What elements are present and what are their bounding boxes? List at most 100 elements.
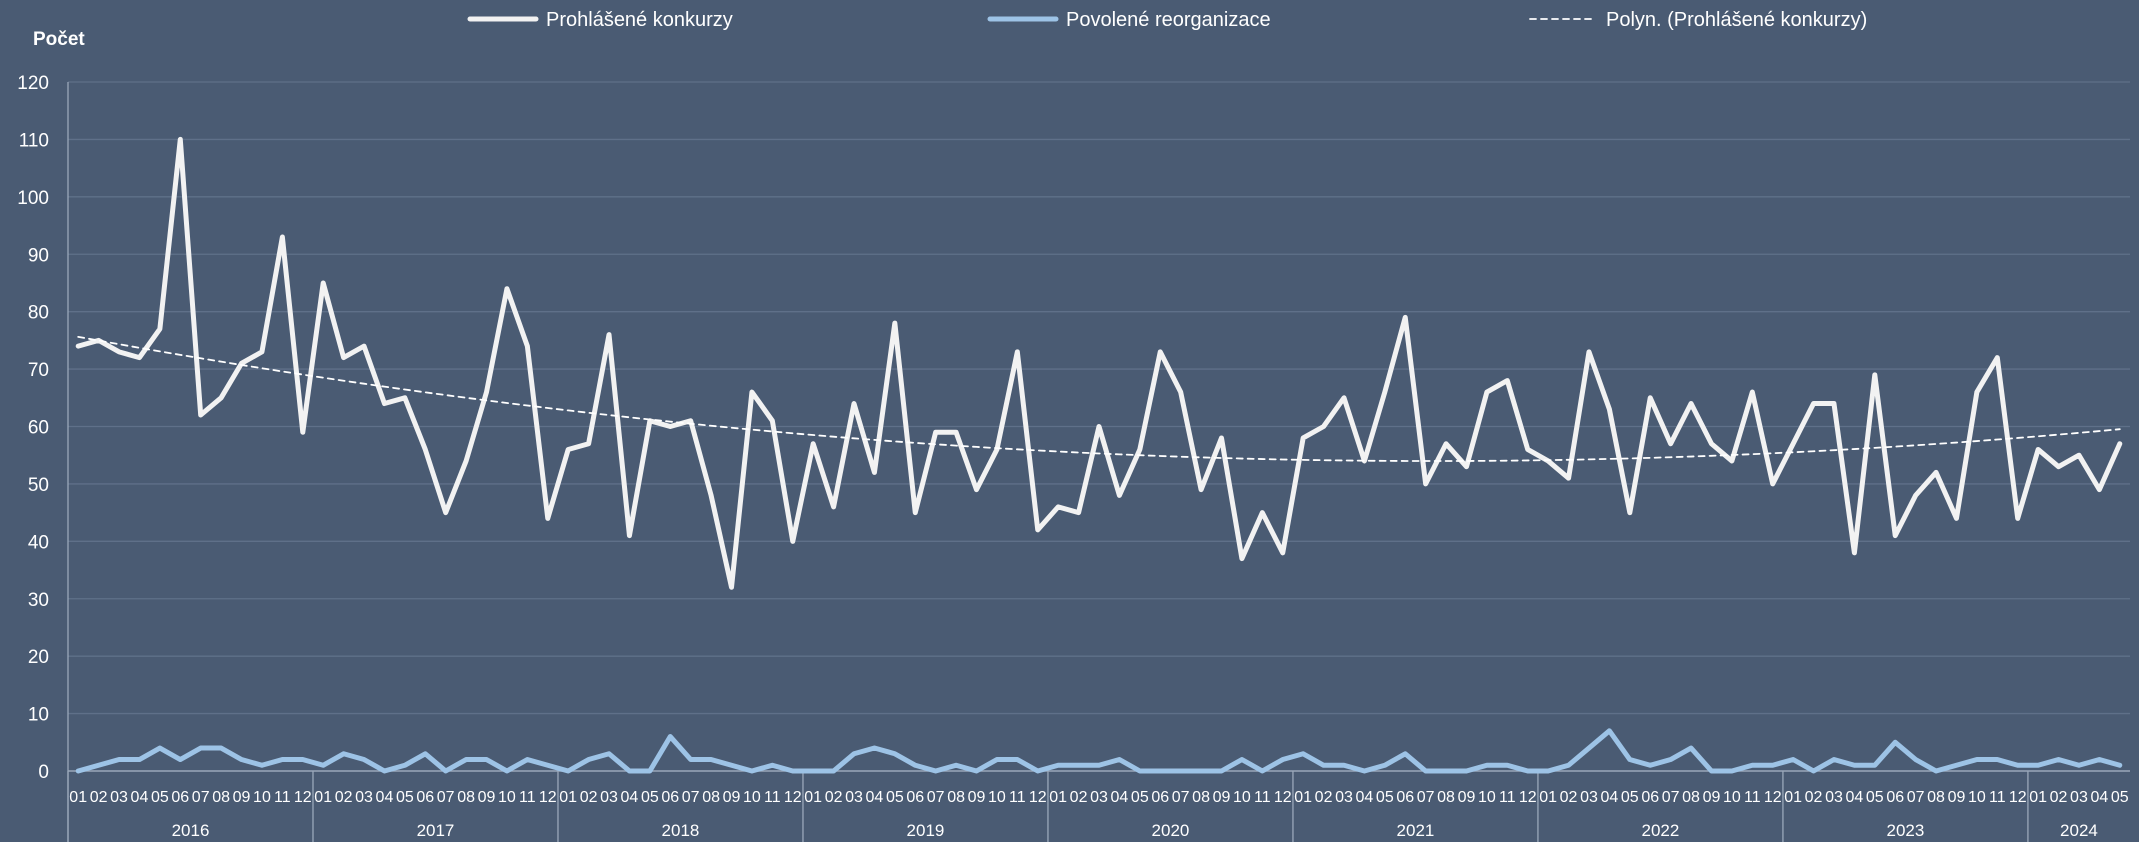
- legend: Prohlášené konkurzy Povolené reorganizace…: [467, 9, 1867, 31]
- x-tick-label: 03: [1825, 789, 1843, 806]
- x-tick-label: 09: [1703, 789, 1721, 806]
- x-tick-label: 10: [1233, 789, 1251, 806]
- y-tick-label: 20: [28, 647, 49, 668]
- x-tick-label: 01: [2029, 789, 2047, 806]
- x-tick-label: 08: [1682, 789, 1700, 806]
- x-tick-label: 08: [1437, 789, 1455, 806]
- x-tick-label: 03: [845, 789, 863, 806]
- x-tick-label: 05: [1621, 789, 1639, 806]
- x-tick-label: 10: [1723, 789, 1741, 806]
- x-tick-label: 03: [1335, 789, 1353, 806]
- x-axis-labels: 01 02 03 04 05 06 07 08 09 10 11 12 01 02 03 04 05 06 07 08…: [69, 789, 2128, 840]
- x-tick-label: 04: [1111, 789, 1129, 806]
- x-tick-label: 08: [212, 789, 230, 806]
- x-tick-label: 11: [274, 789, 291, 806]
- x-tick-label: 06: [1641, 789, 1659, 806]
- x-tick-label: 10: [743, 789, 761, 806]
- x-tick-label: 11: [1499, 789, 1516, 806]
- x-tick-label: 07: [682, 789, 700, 806]
- x-tick-label: 02: [335, 789, 353, 806]
- y-axis-labels: 0 10 20 30 40 50 60 70 80 90 100 110 120: [17, 73, 49, 783]
- year-label: 2017: [417, 821, 455, 840]
- x-tick-label: 01: [1294, 789, 1312, 806]
- year-label: 2018: [662, 821, 700, 840]
- year-label: 2019: [907, 821, 945, 840]
- x-tick-label: 01: [804, 789, 822, 806]
- x-tick-label: 12: [1274, 789, 1292, 806]
- series-line-2: [77, 335, 2121, 462]
- x-tick-label: 06: [1886, 789, 1904, 806]
- x-tick-label: 04: [621, 789, 639, 806]
- x-tick-label: 01: [69, 789, 87, 806]
- x-tick-label: 12: [1519, 789, 1537, 806]
- x-tick-label: 12: [1029, 789, 1047, 806]
- series-line-1: [75, 728, 2123, 774]
- x-tick-label: 04: [866, 789, 884, 806]
- x-tick-label: 08: [1927, 789, 1945, 806]
- x-tick-label: 11: [764, 789, 781, 806]
- x-tick-label: 03: [1090, 789, 1108, 806]
- x-tick-label: 06: [416, 789, 434, 806]
- x-tick-label: 08: [457, 789, 475, 806]
- x-tick-label: 10: [253, 789, 271, 806]
- x-tick-label: 01: [1539, 789, 1557, 806]
- x-tick-label: 09: [233, 789, 251, 806]
- x-tick-label: 12: [539, 789, 557, 806]
- x-tick-label: 01: [559, 789, 577, 806]
- y-tick-label: 100: [17, 188, 49, 209]
- y-tick-label: 70: [28, 360, 49, 381]
- x-tick-label: 04: [1356, 789, 1374, 806]
- x-tick-label: 12: [2009, 789, 2027, 806]
- x-tick-label: 09: [723, 789, 741, 806]
- y-tick-label: 50: [28, 475, 49, 496]
- x-tick-label: 11: [1009, 789, 1026, 806]
- x-tick-label: 06: [1396, 789, 1414, 806]
- x-tick-label: 05: [1131, 789, 1149, 806]
- x-tick-label: 05: [151, 789, 169, 806]
- x-tick-label: 04: [2090, 789, 2108, 806]
- x-tick-label: 04: [1845, 789, 1863, 806]
- x-tick-label: 10: [498, 789, 516, 806]
- x-tick-label: 01: [314, 789, 332, 806]
- x-tick-label: 01: [1784, 789, 1802, 806]
- year-label: 2021: [1397, 821, 1435, 840]
- series-line-0: [75, 136, 2123, 590]
- y-tick-label: 90: [28, 245, 49, 266]
- year-label: 2016: [172, 821, 210, 840]
- x-tick-label: 11: [1989, 789, 2006, 806]
- x-tick-label: 02: [90, 789, 108, 806]
- x-tick-label: 08: [947, 789, 965, 806]
- x-tick-label: 02: [580, 789, 598, 806]
- x-tick-label: 05: [641, 789, 659, 806]
- x-tick-label: 09: [478, 789, 496, 806]
- year-label: 2023: [1887, 821, 1925, 840]
- x-tick-label: 03: [600, 789, 618, 806]
- x-tick-label: 09: [1458, 789, 1476, 806]
- y-tick-label: 30: [28, 590, 49, 611]
- x-tick-label: 05: [1866, 789, 1884, 806]
- x-tick-label: 07: [437, 789, 455, 806]
- x-tick-label: 11: [519, 789, 536, 806]
- x-tick-label: 05: [1376, 789, 1394, 806]
- x-tick-label: 07: [1417, 789, 1435, 806]
- x-tick-label: 09: [1213, 789, 1231, 806]
- x-tick-label: 09: [1948, 789, 1966, 806]
- x-tick-label: 06: [906, 789, 924, 806]
- x-tick-label: 09: [968, 789, 986, 806]
- x-tick-label: 08: [1192, 789, 1210, 806]
- legend-label-0: Prohlášené konkurzy: [546, 9, 733, 31]
- x-tick-label: 07: [1662, 789, 1680, 806]
- x-tick-label: 03: [2070, 789, 2088, 806]
- x-tick-label: 11: [1254, 789, 1271, 806]
- legend-label-2: Polyn. (Prohlášené konkurzy): [1606, 9, 1867, 31]
- series-lines: [75, 136, 2123, 774]
- y-tick-label: 10: [28, 705, 49, 726]
- x-tick-label: 06: [1151, 789, 1169, 806]
- axes: [67, 82, 2130, 842]
- y-tick-label: 120: [17, 73, 49, 94]
- x-tick-label: 02: [1805, 789, 1823, 806]
- x-tick-label: 03: [355, 789, 373, 806]
- x-tick-label: 03: [110, 789, 128, 806]
- x-tick-label: 02: [825, 789, 843, 806]
